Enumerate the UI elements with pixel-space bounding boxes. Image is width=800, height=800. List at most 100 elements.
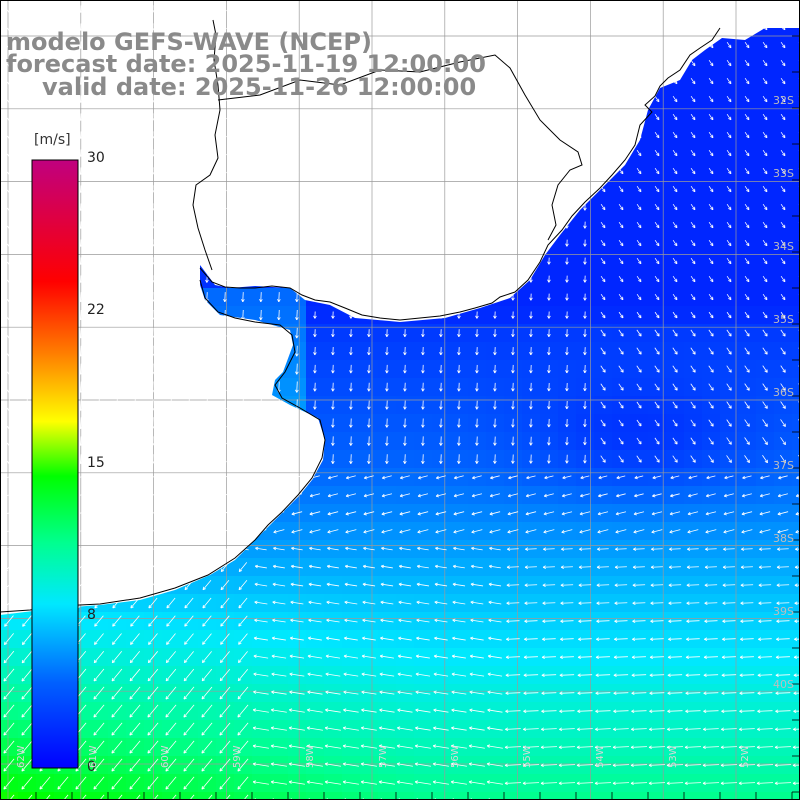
wind-arrow <box>61 41 65 49</box>
field-cell <box>54 792 73 800</box>
wind-arrow <box>457 41 461 49</box>
field-cell <box>234 792 253 800</box>
wind-arrow <box>115 5 119 13</box>
wind-arrow <box>457 23 461 31</box>
wind-arrow <box>583 5 587 13</box>
lat-label-35s: 35S <box>773 313 794 326</box>
wind-arrow <box>295 41 299 49</box>
wind-arrow <box>421 23 425 31</box>
wind-arrow <box>205 23 209 31</box>
lon-label-58w: 58W <box>305 745 316 768</box>
land-area <box>0 0 800 615</box>
field-cell <box>558 792 577 800</box>
wind-arrow <box>241 41 245 49</box>
field-cell <box>198 792 217 800</box>
lon-label-55w: 55W <box>522 745 533 768</box>
field-cell <box>504 792 523 800</box>
wind-arrow <box>672 41 678 49</box>
wind-arrow <box>708 41 714 49</box>
field-cell <box>90 792 109 800</box>
wind-arrow <box>61 5 65 13</box>
wind-arrow <box>600 5 606 13</box>
wind-arrow <box>43 41 47 49</box>
wind-arrow <box>403 5 407 13</box>
wind-arrow <box>241 5 245 13</box>
wind-arrow <box>367 5 371 13</box>
field-cell <box>288 792 307 800</box>
field-cell <box>792 468 800 487</box>
field-cell <box>126 792 145 800</box>
wind-arrow <box>511 23 515 31</box>
colorbar <box>31 159 79 769</box>
lat-label-38s: 38S <box>773 532 794 545</box>
wind-arrow <box>169 5 173 13</box>
wind-arrow <box>762 5 768 13</box>
wind-arrow <box>583 41 587 49</box>
field-cell <box>18 792 37 800</box>
wind-arrow <box>475 23 479 31</box>
wind-arrow <box>313 5 317 13</box>
lon-label-57w: 57W <box>378 745 389 768</box>
field-cell <box>792 216 800 235</box>
wind-arrow <box>493 23 497 31</box>
wind-arrow <box>457 5 461 13</box>
field-cell <box>792 36 800 55</box>
field-cell <box>756 792 775 800</box>
lat-label-32s: 32S <box>773 94 794 107</box>
wind-arrow <box>403 23 407 31</box>
field-cell <box>792 396 800 415</box>
field-cell <box>522 792 541 800</box>
field-cell <box>792 522 800 541</box>
lon-label-54w: 54W <box>595 745 606 768</box>
field-cell <box>180 792 199 800</box>
wind-arrow <box>25 23 29 31</box>
field-cell <box>108 792 127 800</box>
wind-arrow <box>672 23 678 31</box>
wind-arrow <box>654 41 660 49</box>
wind-arrow <box>259 41 263 49</box>
wind-arrow <box>744 5 750 13</box>
field-cell <box>792 90 800 109</box>
colorbar-unit: [m/s] <box>34 132 71 148</box>
wind-arrow <box>547 41 551 49</box>
field-cell <box>612 792 631 800</box>
wind-arrow <box>79 41 83 49</box>
wind-arrow <box>259 23 263 31</box>
wind-arrow <box>43 23 47 31</box>
wind-arrow <box>690 5 696 13</box>
lat-label-39s: 39S <box>773 605 794 618</box>
wind-arrow <box>672 5 678 13</box>
field-cell <box>792 72 800 91</box>
wind-arrow <box>511 5 515 13</box>
wind-arrow <box>43 5 47 13</box>
wind-arrow <box>367 41 371 49</box>
lon-label-62w: 62W <box>16 745 27 768</box>
wind-arrow <box>25 41 29 49</box>
wind-arrow <box>618 23 624 31</box>
wind-arrow <box>79 23 83 31</box>
wind-arrow <box>475 5 479 13</box>
wind-arrow <box>331 41 335 49</box>
field-cell <box>378 792 397 800</box>
wind-arrow <box>115 41 119 49</box>
field-cell <box>792 180 800 199</box>
colorbar-tick-15: 15 <box>87 455 105 471</box>
wind-arrow <box>385 23 389 31</box>
wind-arrow <box>223 41 227 49</box>
field-cell <box>792 108 800 127</box>
colorbar-tick-22: 22 <box>87 302 105 318</box>
field-cell <box>0 792 19 800</box>
colorbar-tick-8: 8 <box>87 607 96 623</box>
wind-arrow <box>25 59 29 67</box>
lon-label-60w: 60W <box>160 745 171 768</box>
wind-arrow <box>169 41 173 49</box>
wind-arrow <box>600 23 606 31</box>
field-cell <box>792 378 800 397</box>
wind-arrow <box>151 41 155 49</box>
wind-arrow <box>565 5 569 13</box>
wind-arrow <box>780 23 786 31</box>
wind-arrow <box>583 23 587 31</box>
wind-arrow <box>223 23 227 31</box>
wind-arrow <box>690 23 696 31</box>
